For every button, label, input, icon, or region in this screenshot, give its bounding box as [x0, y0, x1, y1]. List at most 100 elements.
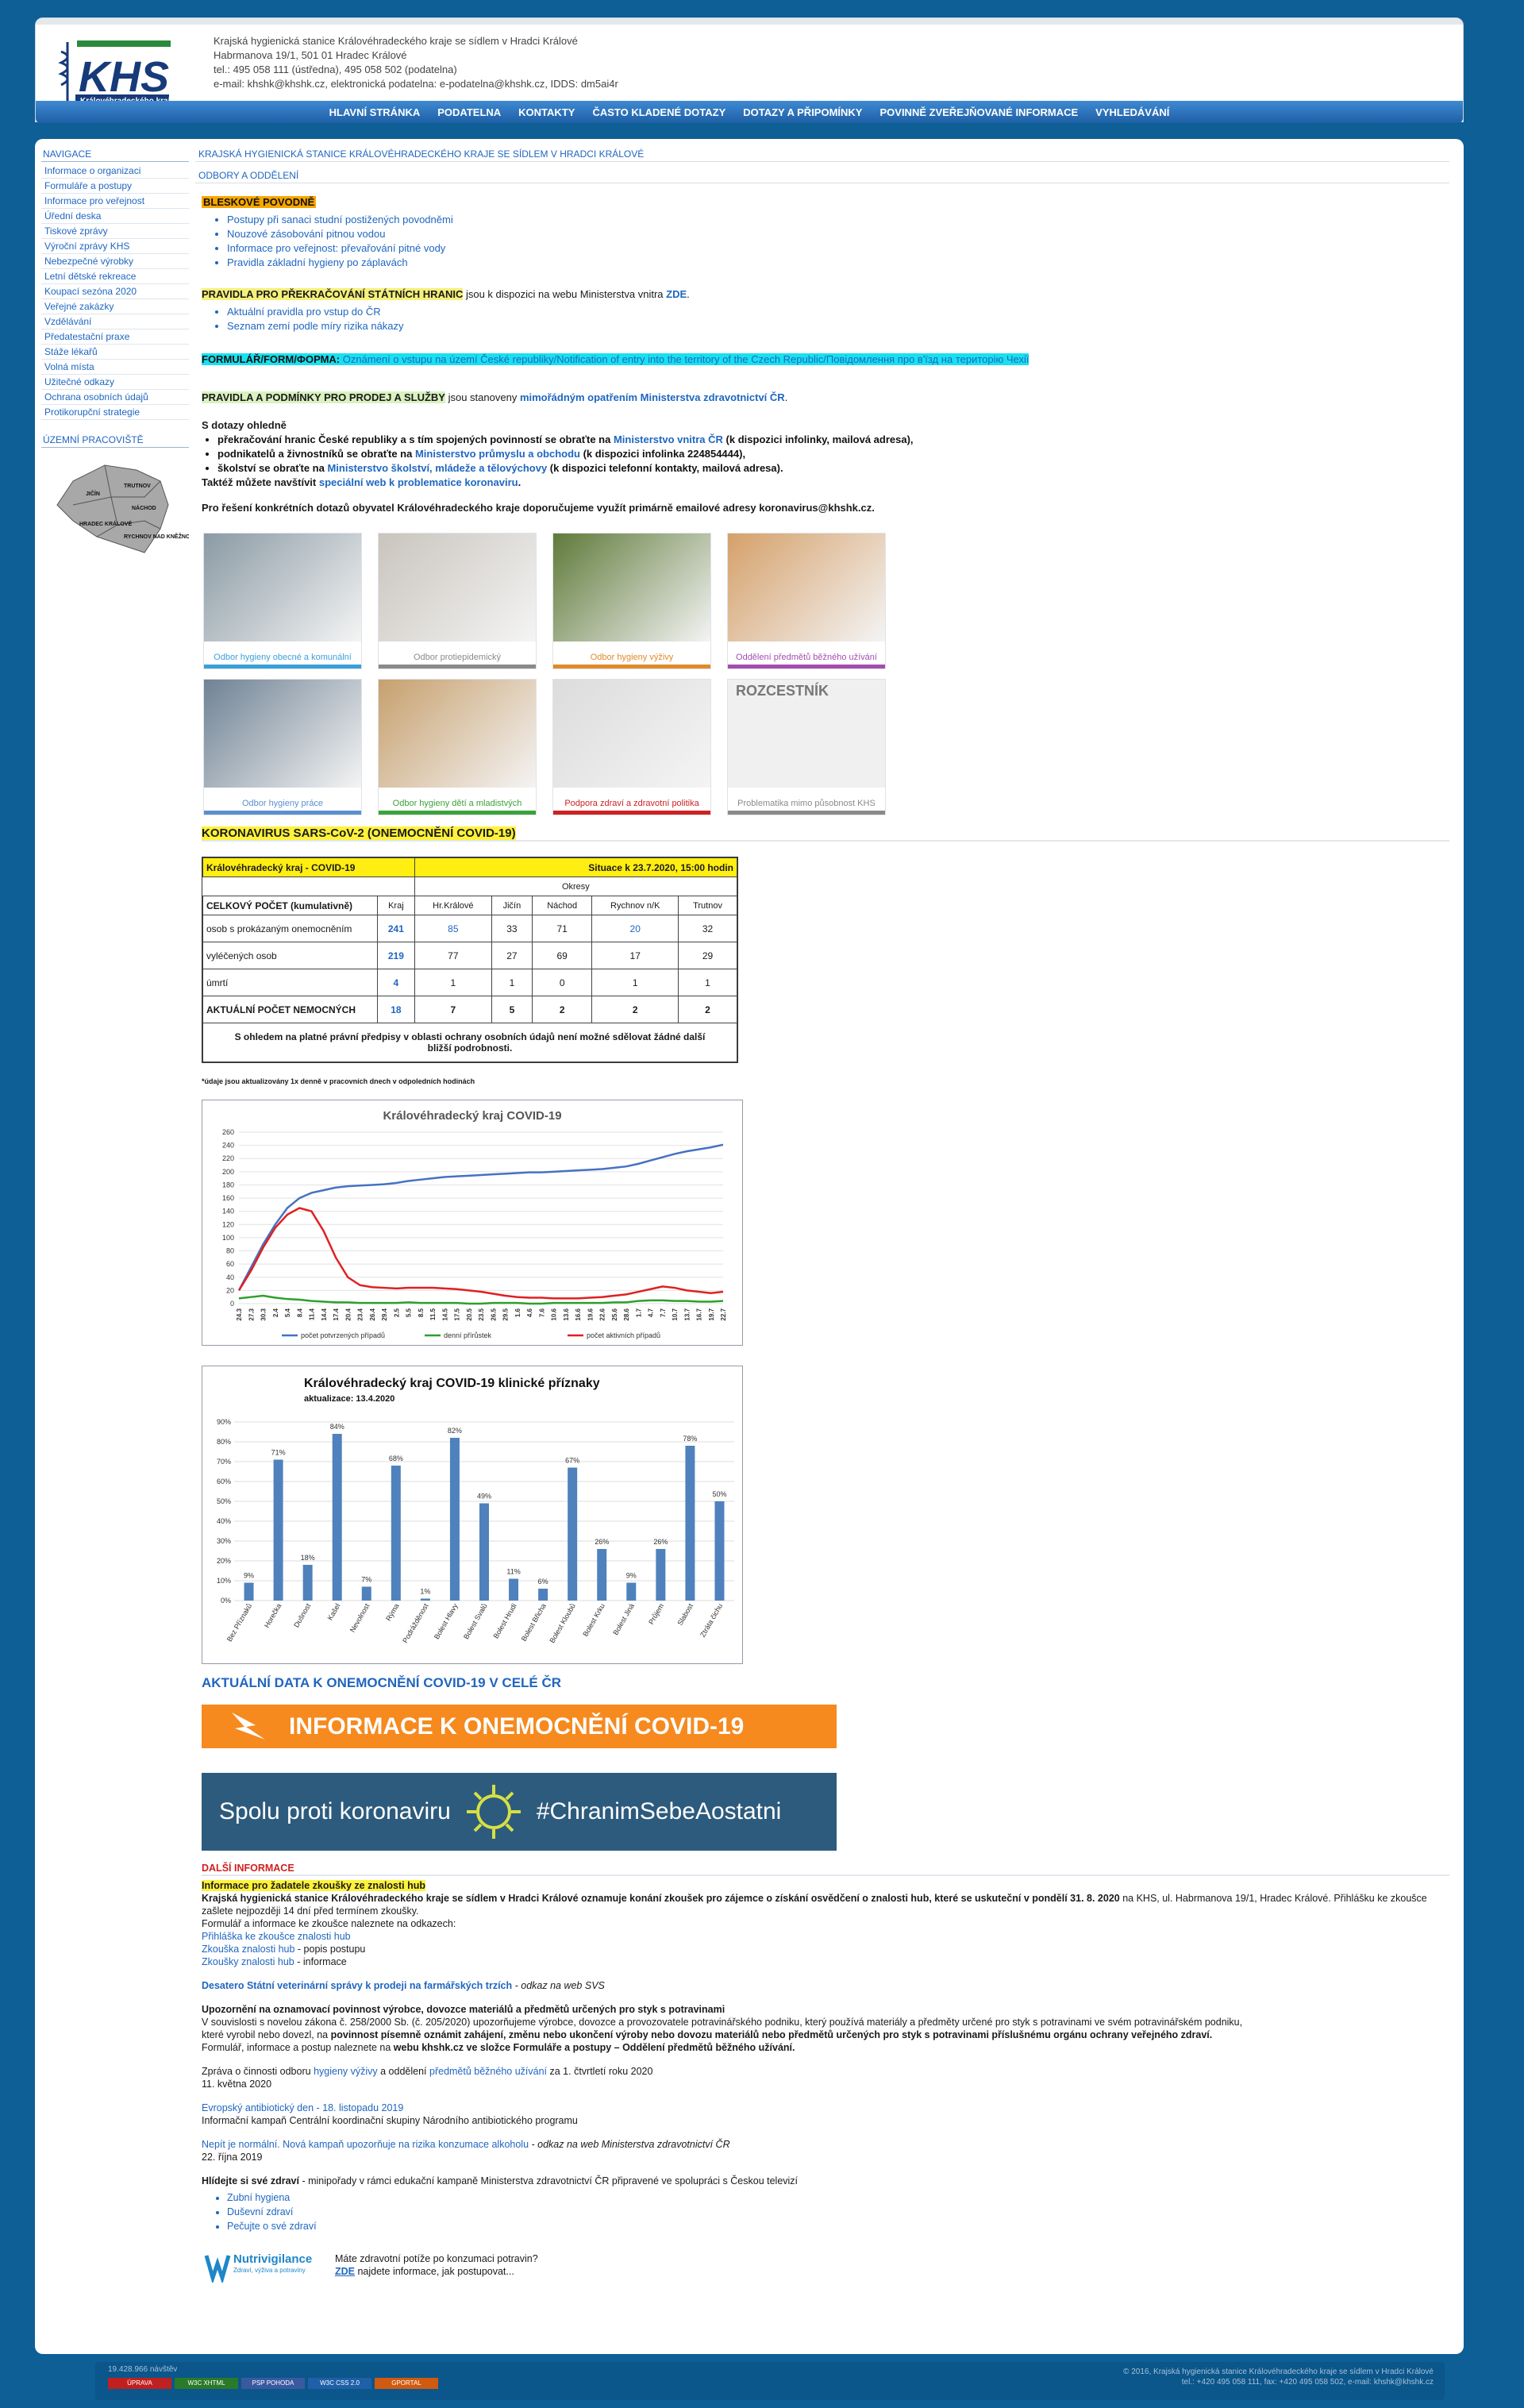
flood-link[interactable]: Informace pro veřejnost: převařování pit…: [227, 241, 453, 256]
sidebar-item[interactable]: Tiskové zprávy: [41, 224, 189, 239]
map-label-hradec[interactable]: HRADEC KRÁLOVÉ: [79, 520, 132, 527]
y-tick: 40: [226, 1273, 234, 1281]
covid-info-banner[interactable]: INFORMACE K ONEMOCNĚNÍ COVID-19: [202, 1705, 837, 1748]
x-tick: 16.7: [696, 1308, 703, 1320]
map-label-jicin[interactable]: JIČÍN: [86, 490, 100, 497]
nutri-link[interactable]: ZDE: [335, 2266, 355, 2277]
hub-form: Formulář a informace ke zkoušce naleznet…: [202, 1918, 456, 1929]
department-tile[interactable]: ROZCESTNÍK Problematika mimo působnost KH…: [727, 679, 886, 815]
bar: [361, 1586, 371, 1601]
hub-exam-link[interactable]: Zkouška znalosti hub: [202, 1944, 295, 1955]
badge[interactable]: GPORTAL: [375, 2378, 438, 2389]
sidebar-item[interactable]: Vzdělávání: [41, 314, 189, 329]
sidebar-item[interactable]: Informace o organizaci: [41, 164, 189, 179]
department-bar: [553, 811, 710, 815]
virus-icon: [466, 1785, 521, 1839]
svs-link[interactable]: Desatero Státní veterinární správy k pro…: [202, 1980, 513, 1991]
cz-data-link[interactable]: AKTUÁLNÍ DATA K ONEMOCNĚNÍ COVID-19 V CE…: [202, 1675, 562, 1690]
department-tile[interactable]: Odbor hygieny dětí a mladistvých: [378, 679, 537, 815]
hub-application-link[interactable]: Přihláška ke zkoušce znalosti hub: [202, 1931, 351, 1942]
bar-label: 26%: [595, 1538, 609, 1546]
x-tick: 23.4: [357, 1308, 364, 1320]
sale-link[interactable]: mimořádným opatřením Ministerstva zdravo…: [519, 391, 785, 403]
borders-link[interactable]: ZDE: [666, 288, 687, 300]
department-photo: [553, 534, 710, 641]
department-tile[interactable]: Odbor protiepidemický: [378, 533, 537, 669]
flood-link[interactable]: Pravidla základní hygieny po záplavách: [227, 256, 453, 270]
sidebar-item[interactable]: Výroční zprávy KHS: [41, 239, 189, 254]
report-link-items[interactable]: předmětů běžného užívání: [429, 2066, 548, 2077]
nav-questions[interactable]: DOTAZY A PŘIPOMÍNKY: [743, 106, 863, 118]
region-map[interactable]: TRUTNOV JIČÍN NÁCHOD HRADEC KRÁLOVÉ RYCH…: [41, 449, 194, 561]
department-bar: [204, 665, 361, 668]
chranim-banner[interactable]: Spolu proti koronaviru #ChranimSebeAosta…: [202, 1773, 837, 1851]
msmt-link[interactable]: Ministerstvo školství, mládeže a tělovýc…: [327, 462, 548, 474]
table-head-cell: Náchod: [531, 896, 593, 915]
form-link[interactable]: Oznámení o vstupu na území České republi…: [340, 353, 1029, 365]
sidebar-item[interactable]: Volná místa: [41, 360, 189, 375]
badge[interactable]: W3C XHTML: [175, 2378, 238, 2389]
sidebar-item[interactable]: Užitečné odkazy: [41, 375, 189, 390]
sidebar-item[interactable]: Letní dětské rekreace: [41, 269, 189, 284]
flood-link[interactable]: Postupy při sanaci studní postižených po…: [227, 213, 453, 227]
sidebar-item[interactable]: Ochrana osobních údajů: [41, 390, 189, 405]
department-tile[interactable]: Odbor hygieny práce: [203, 679, 362, 815]
nav-contacts[interactable]: KONTAKTY: [518, 106, 575, 118]
sidebar-item[interactable]: Veřejné zakázky: [41, 299, 189, 314]
sidebar-item[interactable]: Informace pro veřejnost: [41, 194, 189, 209]
nav-home[interactable]: HLAVNÍ STRÁNKA: [329, 106, 421, 118]
health-item[interactable]: Pečujte o své zdraví: [227, 2219, 1449, 2233]
x-tick: 8.5: [418, 1308, 425, 1317]
banner2-text-b: #ChranimSebeAostatni: [536, 1798, 782, 1824]
department-tile[interactable]: Podpora zdraví a zdravotní politika: [552, 679, 711, 815]
map-label-nachod[interactable]: NÁCHOD: [132, 504, 156, 511]
department-bar: [379, 665, 536, 668]
sidebar-item[interactable]: Předatestační praxe: [41, 329, 189, 345]
sidebar-item[interactable]: Protikorupční strategie: [41, 405, 189, 420]
department-tile[interactable]: Odbor hygieny výživy: [552, 533, 711, 669]
antibiotic-link[interactable]: Evropský antibiotický den - 18. listopad…: [202, 2102, 404, 2113]
flood-link[interactable]: Nouzové zásobování pitnou vodou: [227, 227, 453, 241]
department-tile[interactable]: Odbor hygieny obecné a komunální: [203, 533, 362, 669]
map-label-rychnov[interactable]: RYCHNOV NAD KNĚŽNOU: [124, 533, 194, 540]
nav-mandatory-info[interactable]: POVINNĚ ZVEŘEJŇOVANÉ INFORMACE: [879, 106, 1079, 118]
health-item[interactable]: Duševní zdraví: [227, 2205, 1449, 2219]
banner1-text: INFORMACE K ONEMOCNĚNÍ COVID-19: [289, 1713, 745, 1740]
table-situation: Situace k 23.7.2020, 15:00 hodin: [414, 857, 738, 877]
upoz-text-2: které vyrobil nebo dovezl, na: [202, 2029, 331, 2040]
nav-podatelna[interactable]: PODATELNA: [437, 106, 502, 118]
nutrivigilance-logo[interactable]: Nutrivigilance Zdraví, výživa a potravin…: [202, 2248, 325, 2283]
y-tick: 140: [222, 1208, 234, 1216]
mpo-link[interactable]: Ministerstvo průmyslu a obchodu: [414, 448, 580, 460]
row-label: AKTUÁLNÍ POČET NEMOCNÝCH: [202, 996, 378, 1023]
badge[interactable]: PSP POHODA: [241, 2378, 305, 2389]
nav-faq[interactable]: ČASTO KLADENÉ DOTAZY: [592, 106, 726, 118]
borders-item[interactable]: Aktuální pravidla pro vstup do ČR: [227, 305, 690, 319]
address-line: Krajská hygienická stanice Královéhradec…: [214, 35, 578, 47]
sidebar-item[interactable]: Koupací sezóna 2020: [41, 284, 189, 299]
alcohol-link[interactable]: Nepít je normální. Nová kampaň upozorňuj…: [202, 2139, 529, 2150]
special-web-link[interactable]: speciální web k problematice koronaviru: [318, 476, 518, 488]
nav-search[interactable]: VYHLEDÁVÁNÍ: [1095, 106, 1170, 118]
borders-item[interactable]: Seznam zemí podle míry rizika nákazy: [227, 319, 690, 333]
address-line: Habrmanova 19/1, 501 01 Hradec Králové: [214, 49, 407, 61]
khs-logo[interactable]: KHS Královéhradeckého kraje: [53, 36, 175, 112]
hub-exams-link[interactable]: Zkoušky znalosti hub: [202, 1956, 294, 1967]
sidebar-item[interactable]: Nebezpečné výrobky: [41, 254, 189, 269]
map-label-trutnov[interactable]: TRUTNOV: [124, 484, 151, 489]
badge[interactable]: W3C CSS 2.0: [308, 2378, 371, 2389]
x-tick: Bez Příznaků: [225, 1602, 253, 1643]
department-bar: [728, 665, 885, 668]
report-link-food[interactable]: hygieny výživy: [314, 2066, 378, 2077]
upoz-text-3b: webu khshk.cz ve složce Formuláře a post…: [393, 2042, 795, 2053]
health-item[interactable]: Zubní hygiena: [227, 2190, 1449, 2205]
department-tile[interactable]: Oddělení předmětů běžného užívání: [727, 533, 886, 669]
y-tick: 160: [222, 1194, 234, 1202]
x-tick: 26.5: [490, 1308, 497, 1320]
sidebar-item[interactable]: Formuláře a postupy: [41, 179, 189, 194]
badge[interactable]: ÚPRAVA: [108, 2378, 171, 2389]
sidebar-item[interactable]: Stáže lékařů: [41, 345, 189, 360]
x-tick: Bolest Hlavy: [433, 1602, 460, 1641]
mv-link[interactable]: Ministerstvo vnitra ČR: [613, 433, 723, 445]
sidebar-item[interactable]: Úřední deska: [41, 209, 189, 224]
